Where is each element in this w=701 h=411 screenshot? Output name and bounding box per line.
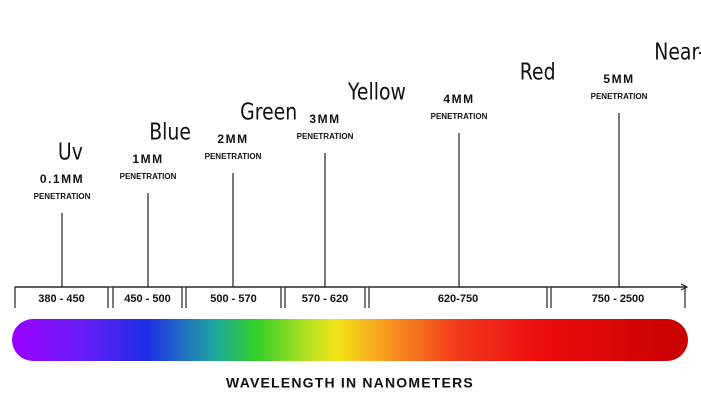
- penetration-depth: 5MM: [603, 72, 634, 86]
- wavelength-range: 450 - 500: [124, 293, 170, 305]
- penetration-label: PENETRATION: [591, 92, 648, 101]
- penetration-label: PENETRATION: [34, 192, 91, 201]
- range-bracket: [14, 286, 109, 308]
- band-name: Near-Infrared: [654, 38, 701, 65]
- range-bracket: [550, 286, 686, 308]
- penetration-depth: 0.1MM: [40, 172, 84, 186]
- range-bracket: [284, 286, 366, 308]
- range-bracket: [185, 286, 282, 308]
- penetration-depth: 1MM: [132, 152, 163, 166]
- wavelength-range: 620-750: [438, 293, 478, 305]
- band-name: Blue: [149, 118, 191, 145]
- band-name: Uv: [58, 138, 83, 165]
- penetration-label: PENETRATION: [297, 132, 354, 141]
- wavelength-range: 380 - 450: [38, 293, 84, 305]
- wavelength-range: 500 - 570: [210, 293, 256, 305]
- wavelength-range: 570 - 620: [302, 293, 348, 305]
- band-name: Red: [520, 58, 556, 85]
- wavelength-range: 750 - 2500: [592, 293, 645, 305]
- axis-title: WAVELENGTH IN NANOMETERS: [226, 375, 474, 391]
- band-name: Green: [240, 98, 297, 125]
- range-bracket: [112, 286, 183, 308]
- penetration-label: PENETRATION: [205, 152, 262, 161]
- penetration-depth: 4MM: [443, 92, 474, 106]
- penetration-label: PENETRATION: [120, 172, 177, 181]
- penetration-depth: 3MM: [309, 112, 340, 126]
- range-bracket: [368, 286, 548, 308]
- penetration-depth: 2MM: [217, 132, 248, 146]
- spectrum-bar: [12, 319, 688, 361]
- axis-arrow: [680, 283, 689, 291]
- band-name: Yellow: [347, 78, 406, 105]
- penetration-label: PENETRATION: [431, 112, 488, 121]
